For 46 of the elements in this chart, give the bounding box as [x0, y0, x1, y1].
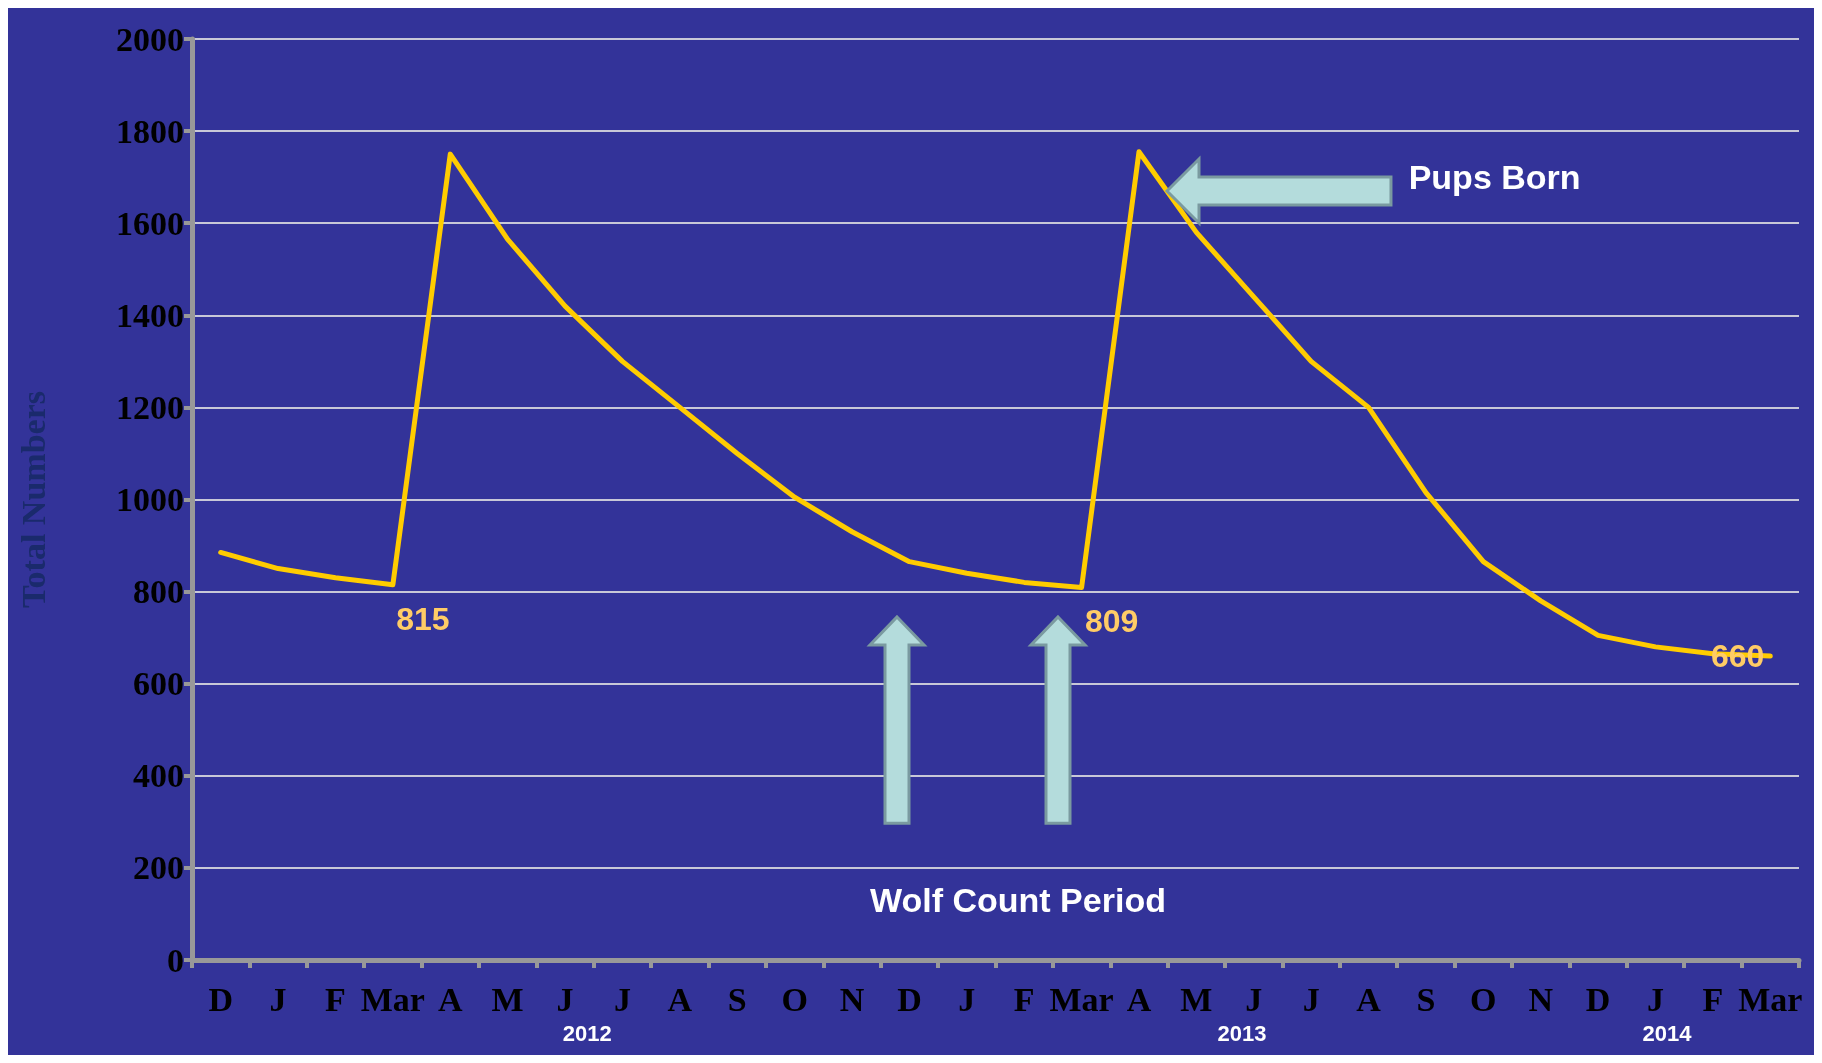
x-tick-label: M	[1180, 980, 1213, 1018]
y-tick-label: 200	[133, 849, 184, 887]
y-tick-label: 1400	[116, 296, 184, 334]
x-tick-label: A	[437, 980, 463, 1018]
x-tick-label: F	[325, 980, 346, 1018]
y-tick-label: 1000	[116, 481, 184, 518]
x-tick-label: J	[1245, 980, 1263, 1018]
x-tick-label: N	[1528, 980, 1554, 1018]
x-tick-label: J	[269, 980, 287, 1018]
text: 2013	[1217, 1020, 1267, 1046]
x-tick-label: O	[1470, 980, 1497, 1018]
x-tick-label: F	[1702, 980, 1724, 1018]
y-tick-label: 1800	[116, 112, 184, 150]
x-tick-label: S	[1416, 980, 1436, 1018]
text: 2012	[562, 1020, 612, 1046]
text: 2014	[1642, 1020, 1693, 1046]
annotation: Pups Born	[1408, 158, 1581, 197]
x-tick-label: Mar	[1049, 980, 1114, 1018]
y-tick-label: 0	[167, 941, 184, 979]
y-tick-label: 400	[133, 757, 184, 795]
x-tick-label: D	[897, 980, 922, 1018]
x-tick-label: A	[1126, 980, 1152, 1018]
x-tick-label: J	[1302, 980, 1320, 1018]
y-tick-label: 2000	[116, 20, 184, 58]
x-tick-label: J	[613, 980, 631, 1018]
x-tick-label: F	[1013, 980, 1035, 1018]
y-tick-label: 600	[133, 665, 184, 703]
x-tick-label: J	[1647, 980, 1665, 1018]
x-tick-label: O	[781, 980, 808, 1018]
x-tick-label: J	[556, 980, 574, 1018]
x-tick-label: D	[208, 980, 233, 1018]
y-tick-label: 800	[133, 573, 184, 611]
y-tick-label: 1200	[116, 388, 184, 426]
x-tick-label: N	[839, 980, 865, 1018]
x-tick-label: Mar	[360, 980, 425, 1018]
y-tick-label: 1600	[116, 204, 184, 242]
data-label: 815	[396, 600, 450, 637]
data-label: 809	[1084, 603, 1139, 640]
x-tick-label: Mar	[1738, 980, 1803, 1018]
annotation: Wolf Count Period	[870, 881, 1166, 920]
x-tick-label: J	[958, 980, 976, 1018]
x-tick-label: M	[491, 980, 524, 1018]
x-tick-label: A	[667, 980, 693, 1018]
x-tick-label: S	[727, 980, 747, 1018]
x-tick-label: A	[1356, 980, 1382, 1018]
x-tick-label: D	[1585, 980, 1611, 1018]
